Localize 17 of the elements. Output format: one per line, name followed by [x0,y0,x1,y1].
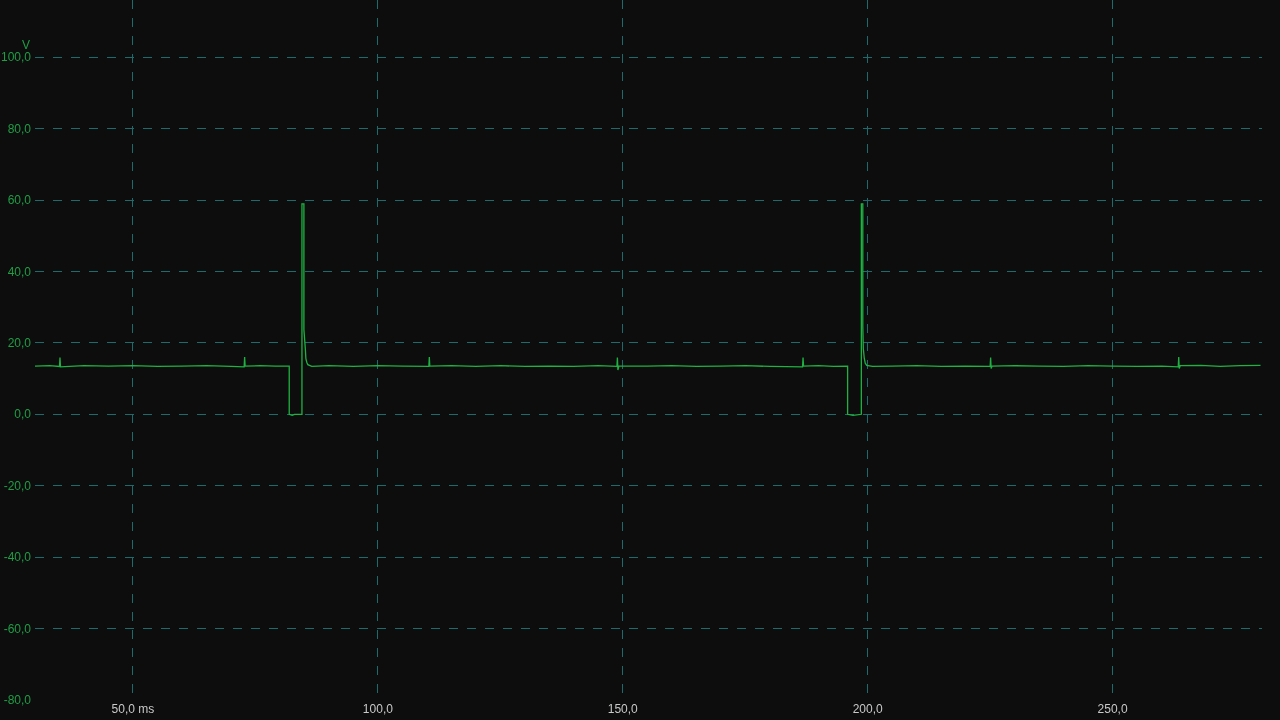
y-tick-label: 60,0 [7,193,32,208]
x-tick-label: 50,0 ms [111,702,155,716]
y-tick-label: 100,0 [0,50,32,65]
y-tick-label: 0,0 [14,407,32,422]
x-tick-label: 100,0 [362,702,394,716]
x-tick-label: 150,0 [607,702,639,716]
y-tick-label: 40,0 [7,264,32,279]
line-series [35,203,1262,417]
y-tick-label: -20,0 [3,478,32,493]
y-tick-label: 20,0 [7,336,32,351]
y-tick-label: -80,0 [3,693,32,708]
x-tick-label: 250,0 [1097,702,1128,716]
y-axis-title: V [22,38,31,52]
y-tick-label: 80,0 [7,121,32,136]
x-tick-label: 200,0 [852,702,884,716]
y-tick-label: -40,0 [3,550,32,565]
y-tick-label: -60,0 [3,621,32,636]
